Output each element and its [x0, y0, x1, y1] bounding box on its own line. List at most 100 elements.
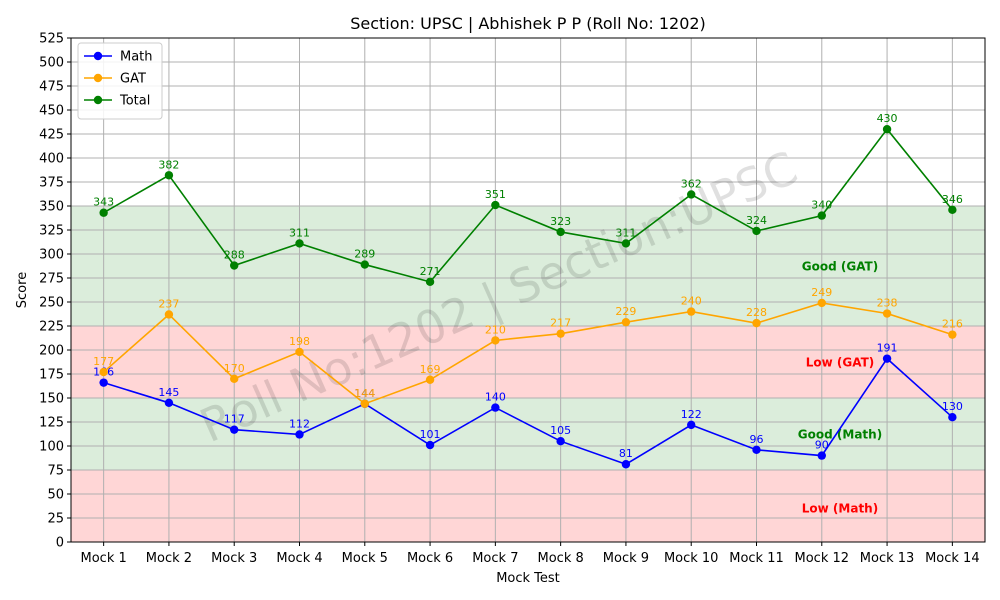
- data-label-math: 101: [420, 428, 441, 441]
- x-axis-ticks: Mock 1 Mock 2 Mock 3 Mock 4 Mock 5 Mock 6 Mock…: [81, 542, 980, 566]
- data-label-gat: 249: [811, 286, 832, 299]
- y-tick-label: 150: [39, 392, 64, 407]
- point-gat: [164, 310, 174, 319]
- data-label-math: 117: [224, 413, 245, 426]
- band-0: [71, 470, 985, 542]
- y-tick-label: 325: [39, 224, 64, 239]
- data-label-gat: 144: [354, 387, 375, 400]
- point-total: [164, 171, 174, 180]
- chart-title: Section: UPSC | Abhishek P P (Roll No: 1…: [350, 14, 706, 33]
- legend-marker-total: [93, 95, 103, 105]
- y-tick-label: 300: [39, 248, 64, 263]
- y-tick-label: 125: [39, 416, 64, 431]
- y-tick-label: 0: [56, 536, 64, 551]
- y-tick-label: 200: [39, 344, 64, 359]
- point-gat: [687, 307, 696, 316]
- point-gat: [817, 298, 826, 308]
- data-label-total: 271: [420, 265, 441, 278]
- x-tick-label: Mock 7: [472, 551, 518, 566]
- data-label-total: 382: [158, 158, 179, 171]
- x-tick-label: Mock 13: [860, 551, 915, 566]
- point-total: [687, 190, 696, 199]
- series-line-gat: [103, 302, 953, 405]
- y-tick-label: 525: [39, 32, 64, 47]
- y-tick-label: 225: [39, 320, 64, 335]
- x-tick-label: Mock 8: [538, 551, 584, 566]
- score-bands: [71, 206, 985, 542]
- point-gat: [99, 367, 108, 377]
- y-tick-label: 475: [39, 80, 64, 95]
- x-tick-label: Mock 14: [925, 551, 980, 566]
- point-gat: [752, 318, 761, 328]
- data-label-total: 351: [485, 188, 506, 201]
- data-label-total: 311: [289, 226, 310, 239]
- point-math: [687, 420, 696, 430]
- point-gat: [230, 374, 239, 383]
- data-label-math: 145: [158, 386, 179, 399]
- legend-label-math: Math: [120, 50, 153, 65]
- data-label-total: 346: [942, 193, 963, 206]
- y-tick-label: 75: [47, 464, 64, 479]
- data-label-math: 122: [681, 408, 702, 421]
- data-label-gat: 216: [942, 318, 963, 331]
- y-tick-label: 350: [39, 200, 64, 215]
- legend-label-gat: GAT: [120, 72, 146, 87]
- point-math: [556, 437, 565, 446]
- data-label-math: 81: [619, 447, 633, 460]
- series-math: 166145117112144101140105811229690191130: [93, 342, 963, 469]
- y-tick-label: 400: [39, 152, 64, 167]
- point-math: [817, 451, 826, 460]
- x-axis-title: Mock Test: [496, 571, 560, 586]
- point-math: [948, 413, 957, 422]
- point-total: [491, 200, 500, 210]
- data-label-math: 105: [550, 424, 571, 437]
- point-total: [817, 211, 826, 220]
- y-tick-label: 25: [47, 512, 64, 527]
- y-tick-label: 175: [39, 368, 64, 383]
- point-total: [752, 226, 761, 236]
- band-1: [71, 398, 985, 470]
- x-tick-label: Mock 11: [729, 551, 784, 566]
- x-tick-label: Mock 6: [407, 551, 453, 566]
- plot-frame: [70, 37, 986, 543]
- point-total: [948, 205, 957, 215]
- data-label-math: 191: [877, 342, 898, 355]
- data-label-gat: 177: [93, 355, 114, 368]
- y-tick-label: 250: [39, 296, 64, 311]
- band-2: [71, 326, 985, 398]
- point-gat: [360, 399, 369, 408]
- x-tick-label: Mock 5: [342, 551, 388, 566]
- data-label-total: 343: [93, 196, 114, 209]
- band-label-2: Low (GAT): [806, 355, 875, 369]
- series-total: 343 382 288 311 289 271 351 323 311 362 324 340 430 3…: [93, 112, 963, 287]
- data-label-gat: 237: [158, 297, 179, 310]
- data-label-total: 430: [877, 112, 898, 125]
- point-math: [491, 403, 500, 412]
- point-math: [882, 354, 892, 363]
- point-gat: [295, 347, 304, 357]
- data-label-math: 140: [485, 391, 506, 404]
- y-tick-label: 50: [47, 488, 64, 503]
- x-tick-label: Mock 12: [795, 551, 850, 566]
- band-label-0: Low (Math): [802, 501, 878, 515]
- data-label-total: 362: [681, 177, 702, 190]
- point-total: [425, 277, 435, 287]
- point-math: [164, 398, 174, 407]
- data-label-total: 323: [550, 215, 571, 228]
- point-gat: [491, 336, 500, 345]
- data-label-gat: 170: [224, 362, 245, 375]
- data-label-total: 288: [224, 249, 245, 262]
- band-label-1: Good (Math): [798, 427, 882, 441]
- point-total: [99, 208, 108, 217]
- band-labels: Low (Math) Good (Math) Low (GAT) Good (GAT): [798, 259, 882, 515]
- point-gat: [948, 330, 957, 339]
- y-axis-ticks: 0 25 50 75 100 125 150 175 200 225 250 275 300 325 350…: [39, 32, 71, 551]
- legend: Math GAT Total: [77, 42, 163, 120]
- x-tick-label: Mock 1: [81, 551, 127, 566]
- y-tick-label: 375: [39, 176, 64, 191]
- point-math: [99, 378, 108, 387]
- x-tick-label: Mock 9: [603, 551, 649, 566]
- data-label-gat: 169: [420, 363, 441, 376]
- point-gat: [556, 329, 565, 338]
- y-tick-label: 275: [39, 272, 64, 287]
